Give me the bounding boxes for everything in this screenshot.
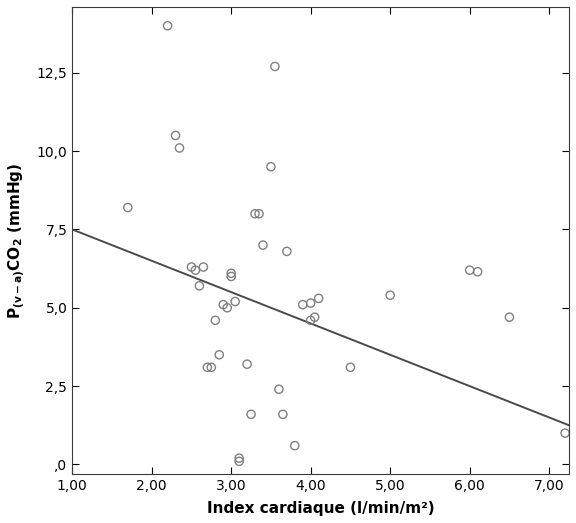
Point [306,316,315,324]
Point [191,266,200,275]
Point [255,210,264,218]
Point [274,385,283,393]
Point [226,269,236,278]
Point [465,266,474,275]
Point [505,313,514,321]
Point [163,21,172,30]
Point [247,410,256,418]
Point [306,299,315,307]
Y-axis label: $\mathbf{P_{(v-a)}CO_2}$ (mmHg): $\mathbf{P_{(v-a)}CO_2}$ (mmHg) [7,162,28,319]
Point [175,144,184,152]
Point [199,263,208,271]
Point [346,363,355,371]
Point [171,131,180,140]
Point [290,441,300,450]
X-axis label: Index cardiaque (l/min/m²): Index cardiaque (l/min/m²) [207,501,434,516]
Point [259,241,268,249]
Point [230,297,240,305]
Point [123,203,132,212]
Point [215,350,224,359]
Point [282,247,291,256]
Point [195,282,204,290]
Point [560,429,570,437]
Point [226,272,236,281]
Point [298,300,308,309]
Point [251,210,260,218]
Point [270,62,279,71]
Point [242,360,252,368]
Point [473,268,482,276]
Point [234,454,244,462]
Point [310,313,319,321]
Point [222,303,232,312]
Point [314,294,323,303]
Point [211,316,220,324]
Point [385,291,395,300]
Point [266,163,275,171]
Point [219,300,228,309]
Point [278,410,287,418]
Point [187,263,196,271]
Point [203,363,212,371]
Point [207,363,216,371]
Point [234,457,244,465]
